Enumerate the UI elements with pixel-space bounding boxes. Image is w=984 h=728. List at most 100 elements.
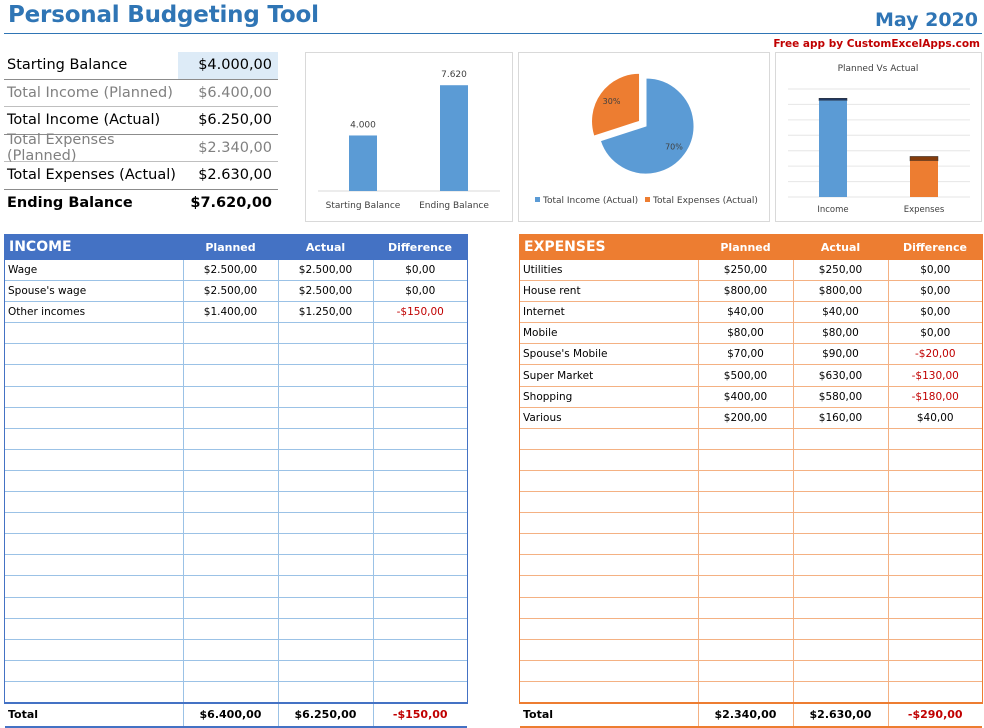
difference-cell[interactable]	[373, 618, 467, 640]
planned-cell[interactable]	[698, 660, 794, 682]
difference-cell[interactable]	[888, 681, 982, 704]
item-name-cell[interactable]	[5, 639, 184, 661]
item-name-cell[interactable]	[520, 533, 699, 556]
planned-cell[interactable]	[698, 470, 794, 493]
difference-cell[interactable]: -$150,00	[373, 301, 467, 324]
planned-cell[interactable]	[183, 533, 279, 556]
planned-cell[interactable]	[183, 575, 279, 598]
actual-cell[interactable]: $90,00	[793, 343, 889, 366]
planned-cell[interactable]: $40,00	[698, 301, 794, 324]
difference-cell[interactable]	[373, 533, 467, 556]
actual-cell[interactable]	[278, 428, 374, 450]
income-expense-pie-chart[interactable]: 70% 30% Total Income (Actual) Total Expense…	[518, 52, 770, 222]
actual-cell[interactable]: $160,00	[793, 407, 889, 429]
planned-cell[interactable]	[698, 639, 794, 661]
planned-cell[interactable]	[698, 449, 794, 471]
actual-cell[interactable]	[278, 470, 374, 493]
actual-cell[interactable]: $250,00	[793, 260, 889, 282]
actual-cell[interactable]	[278, 597, 374, 619]
difference-cell[interactable]	[888, 597, 982, 619]
actual-cell[interactable]	[278, 639, 374, 661]
actual-cell[interactable]	[793, 491, 889, 514]
actual-cell[interactable]	[278, 681, 374, 704]
item-name-cell[interactable]: Mobile	[520, 322, 699, 345]
difference-cell[interactable]	[373, 428, 467, 450]
actual-cell[interactable]	[278, 407, 374, 429]
balance-chart[interactable]: 4.000 Starting Balance 7.620 Ending Balance	[305, 52, 513, 222]
item-name-cell[interactable]	[520, 449, 699, 471]
difference-cell[interactable]: -$130,00	[888, 364, 982, 387]
actual-cell[interactable]	[793, 554, 889, 577]
planned-cell[interactable]	[183, 512, 279, 535]
difference-cell[interactable]	[888, 491, 982, 514]
planned-cell[interactable]	[183, 639, 279, 661]
actual-cell[interactable]	[793, 512, 889, 535]
difference-cell[interactable]	[373, 681, 467, 704]
actual-cell[interactable]	[278, 364, 374, 387]
summary-value[interactable]: $4.000,00	[178, 52, 278, 79]
item-name-cell[interactable]	[5, 597, 184, 619]
item-name-cell[interactable]: Internet	[520, 301, 699, 324]
item-name-cell[interactable]: Spouse's Mobile	[520, 343, 699, 366]
difference-cell[interactable]	[373, 639, 467, 661]
difference-cell[interactable]	[373, 449, 467, 471]
item-name-cell[interactable]	[520, 554, 699, 577]
difference-cell[interactable]	[373, 554, 467, 577]
item-name-cell[interactable]: Other incomes	[5, 301, 184, 324]
item-name-cell[interactable]: Total	[520, 701, 699, 728]
actual-cell[interactable]	[278, 449, 374, 471]
planned-cell[interactable]	[183, 660, 279, 682]
difference-cell[interactable]: $0,00	[888, 260, 982, 282]
planned-cell[interactable]	[183, 554, 279, 577]
planned-cell[interactable]	[698, 428, 794, 450]
actual-cell[interactable]	[278, 575, 374, 598]
planned-cell[interactable]	[698, 491, 794, 514]
planned-cell[interactable]	[698, 554, 794, 577]
planned-cell[interactable]	[183, 597, 279, 619]
item-name-cell[interactable]	[5, 470, 184, 493]
difference-cell[interactable]	[888, 618, 982, 640]
difference-cell[interactable]	[373, 512, 467, 535]
difference-cell[interactable]	[888, 575, 982, 598]
actual-cell[interactable]: $1.250,00	[278, 301, 374, 324]
item-name-cell[interactable]	[5, 575, 184, 598]
difference-cell[interactable]	[888, 660, 982, 682]
planned-cell[interactable]: $400,00	[698, 386, 794, 408]
actual-cell[interactable]	[278, 343, 374, 366]
item-name-cell[interactable]	[5, 618, 184, 640]
planned-cell[interactable]	[698, 512, 794, 535]
actual-cell[interactable]	[793, 449, 889, 471]
planned-vs-actual-chart[interactable]: Planned Vs Actual Income Expenses	[775, 52, 982, 222]
difference-cell[interactable]: -$150,00	[373, 701, 467, 728]
item-name-cell[interactable]	[5, 343, 184, 366]
difference-cell[interactable]	[373, 575, 467, 598]
actual-cell[interactable]	[793, 618, 889, 640]
item-name-cell[interactable]	[5, 681, 184, 704]
planned-cell[interactable]: $70,00	[698, 343, 794, 366]
planned-cell[interactable]: $1.400,00	[183, 301, 279, 324]
item-name-cell[interactable]	[520, 428, 699, 450]
difference-cell[interactable]	[888, 470, 982, 493]
actual-cell[interactable]: $2.630,00	[793, 701, 889, 728]
actual-cell[interactable]	[793, 639, 889, 661]
difference-cell[interactable]: $0,00	[888, 280, 982, 303]
difference-cell[interactable]	[888, 512, 982, 535]
planned-cell[interactable]: $80,00	[698, 322, 794, 345]
item-name-cell[interactable]	[520, 575, 699, 598]
difference-cell[interactable]	[373, 407, 467, 429]
actual-cell[interactable]	[793, 575, 889, 598]
item-name-cell[interactable]	[5, 449, 184, 471]
difference-cell[interactable]	[373, 364, 467, 387]
planned-cell[interactable]: $2.500,00	[183, 260, 279, 282]
planned-cell[interactable]: $250,00	[698, 260, 794, 282]
difference-cell[interactable]: $0,00	[373, 260, 467, 282]
actual-cell[interactable]	[278, 660, 374, 682]
item-name-cell[interactable]: Shopping	[520, 386, 699, 408]
actual-cell[interactable]	[278, 512, 374, 535]
planned-cell[interactable]	[183, 470, 279, 493]
actual-cell[interactable]	[793, 597, 889, 619]
actual-cell[interactable]: $6.250,00	[278, 701, 374, 728]
actual-cell[interactable]	[793, 428, 889, 450]
planned-cell[interactable]	[183, 386, 279, 408]
item-name-cell[interactable]: Various	[520, 407, 699, 429]
